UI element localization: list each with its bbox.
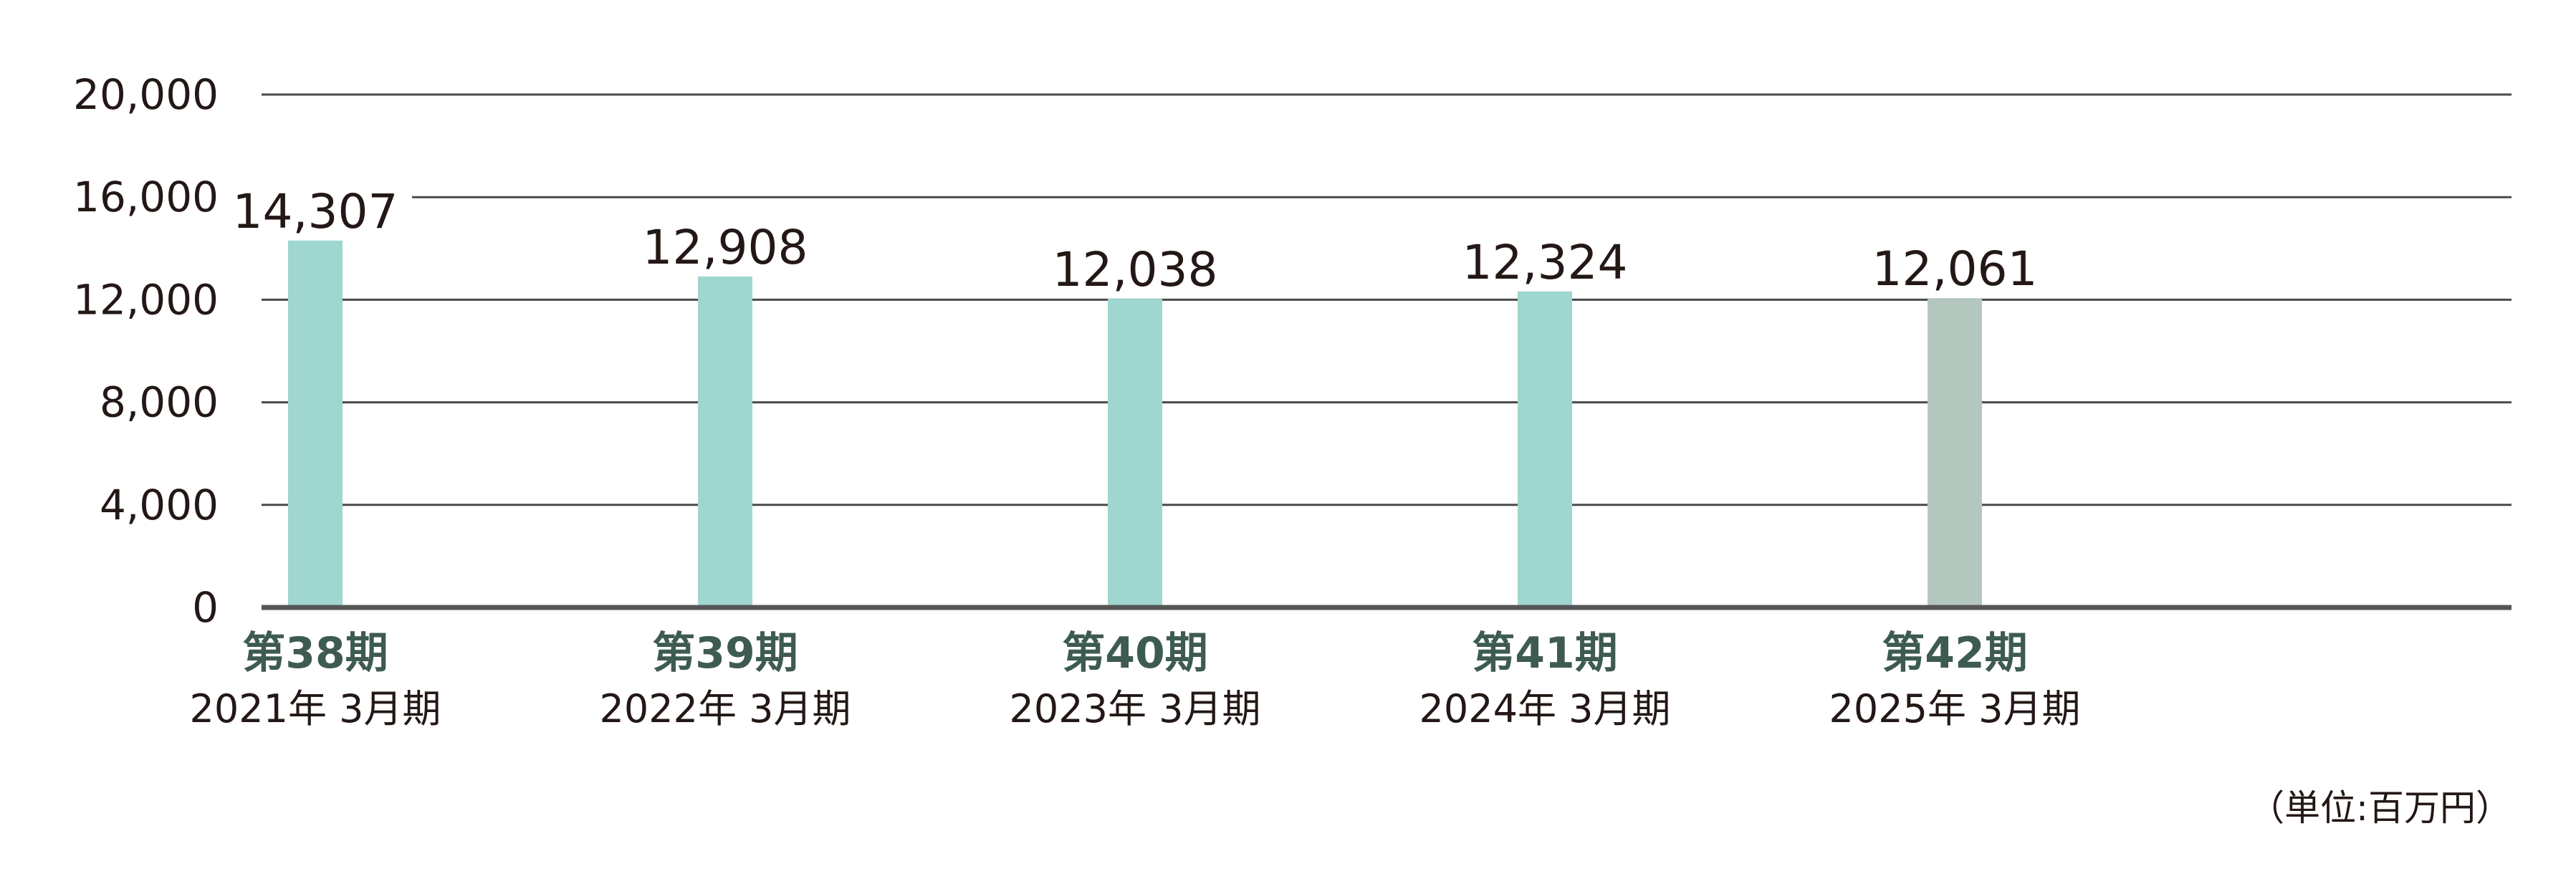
- bar: [1518, 291, 1572, 607]
- fiscal-year-label: 2021年 3月期: [190, 686, 441, 731]
- bar-value-label: 12,908: [643, 220, 808, 275]
- period-label: 第39期: [652, 628, 798, 678]
- y-axis-tick-labels: 0 4,000 8,000 12,000 16,000 20,000: [73, 70, 219, 632]
- value-label-background: [219, 183, 412, 236]
- y-tick-label: 0: [192, 583, 219, 632]
- bar-value-labels: 14,307 12,908 12,038 12,324 12,061: [219, 183, 2051, 297]
- fiscal-year-label: 2025年 3月期: [1829, 686, 2081, 731]
- bar: [288, 240, 343, 607]
- value-label-background: [1858, 241, 2051, 294]
- period-label: 第41期: [1472, 628, 1618, 678]
- bar-value-label: 12,038: [1053, 242, 1218, 297]
- fiscal-year-label: 2024年 3月期: [1419, 686, 1671, 731]
- bar: [1108, 299, 1162, 607]
- y-tick-label: 16,000: [73, 173, 219, 221]
- bars: [288, 240, 1982, 607]
- grid-lines: [262, 93, 2512, 506]
- y-tick-label: 12,000: [73, 275, 219, 324]
- bar: [1928, 298, 1982, 607]
- x-axis-category-labels: 第38期 2021年 3月期 第39期 2022年 3月期 第40期 2023年 3月期 第…: [190, 628, 2081, 731]
- period-label: 第40期: [1062, 628, 1208, 678]
- y-tick-label: 4,000: [100, 481, 219, 529]
- value-label-background: [628, 218, 822, 272]
- bar: [698, 276, 752, 607]
- period-label: 第38期: [242, 628, 388, 678]
- value-label-background: [1038, 241, 1232, 295]
- y-tick-label: 8,000: [100, 378, 219, 427]
- unit-label: （単位:百万円）: [2249, 787, 2512, 829]
- y-tick-label: 20,000: [73, 70, 219, 119]
- bar-value-label: 12,061: [1872, 241, 2038, 297]
- value-label-background: [1448, 234, 1642, 287]
- fiscal-year-label: 2023年 3月期: [1010, 686, 1261, 731]
- period-label: 第42期: [1882, 628, 2028, 678]
- bar-value-label: 12,324: [1462, 235, 1628, 290]
- fiscal-year-label: 2022年 3月期: [600, 686, 851, 731]
- bar-value-label: 14,307: [233, 184, 398, 239]
